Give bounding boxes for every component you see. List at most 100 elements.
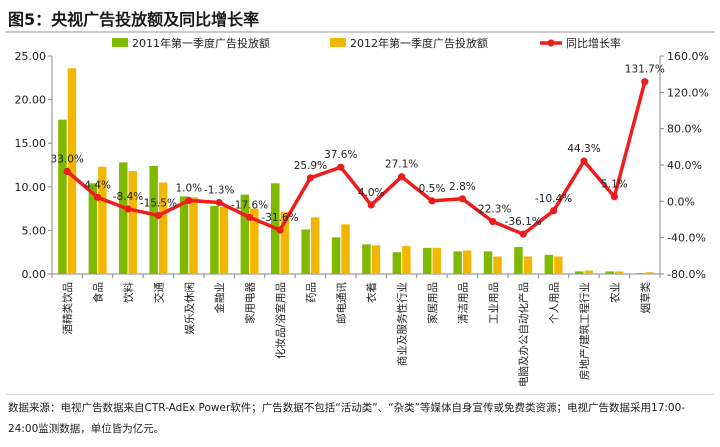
- x-tick-label: 农业: [608, 282, 621, 303]
- growth-data-label: 4.0%: [358, 187, 385, 199]
- bar-2011: [58, 119, 67, 274]
- labels: 33.0% 4.4%-8.4%-15.5% 1.0% -1.3% -17.6%-31.6…: [51, 64, 665, 228]
- bar-2012: [554, 256, 563, 274]
- growth-point: [306, 174, 314, 182]
- legend-swatch-marker: [547, 39, 555, 47]
- bar-2011: [301, 229, 310, 274]
- y-right-tick-label: 80.0%: [667, 123, 702, 136]
- bar-2012: [432, 247, 441, 274]
- growth-point: [489, 217, 497, 226]
- bar-2012: [645, 272, 654, 274]
- growth-data-label: 33.0%: [51, 153, 84, 165]
- bar-2012: [341, 224, 350, 274]
- legend-label: 2011年第一季度广告投放额: [132, 36, 270, 50]
- growth-data-label: 44.3%: [567, 143, 600, 155]
- growth-data-label: -31.6%: [261, 212, 298, 224]
- x-tick-label: 电脑及办公自动化产品: [517, 282, 530, 387]
- x-tick-label: 娱乐及休闲: [183, 282, 196, 335]
- source-note: 数据来源：电视广告数据来自CTR-AdEx Power软件；广告数据不包括“活动…: [8, 402, 686, 435]
- legend-label: 同比增长率: [566, 36, 621, 50]
- y-left-tick-label: 0.00: [22, 268, 47, 281]
- growth-polyline: [66, 81, 647, 236]
- bar-2012: [493, 256, 502, 274]
- bar-2011: [88, 183, 98, 274]
- growth-point: [398, 173, 406, 181]
- bar-2011: [483, 251, 493, 274]
- bar-2011: [331, 237, 341, 274]
- bar-2011: [149, 165, 158, 274]
- growth-data-label: -1.3%: [204, 185, 234, 197]
- y-left-tick-label: 15.00: [15, 137, 47, 150]
- growth-data-label: 131.7%: [625, 64, 665, 76]
- growth-point: [276, 226, 284, 234]
- bar-2012: [523, 256, 533, 274]
- growth-point: [580, 157, 588, 165]
- growth-data-label: 25.9%: [294, 160, 327, 172]
- growth-data-label: -8.4%: [113, 191, 143, 203]
- x-tick-label: 交通: [152, 282, 165, 303]
- bar-2012: [280, 212, 289, 274]
- growth-point: [246, 213, 254, 221]
- bar-2012: [310, 217, 320, 274]
- x-tick-label: 个人用品: [549, 282, 561, 324]
- bar-2012: [402, 246, 411, 274]
- growth-point: [458, 195, 466, 203]
- legend: 2011年第一季度广告投放额 2012年第一季度广告投放额 同比增长率: [112, 36, 621, 50]
- bar-2012: [584, 270, 593, 274]
- growth-data-label: -15.5%: [140, 197, 177, 209]
- x-tick-label: 商业及服务性行业: [396, 282, 409, 366]
- bar-2012: [189, 197, 198, 274]
- growth-point: [367, 201, 375, 209]
- bar-2011: [362, 244, 371, 274]
- y-right-tick-label: 120.0%: [667, 86, 709, 99]
- bar-2011: [605, 271, 614, 274]
- y-right-tick-label: -40.0%: [667, 232, 706, 245]
- page-title: 图5：央视广告投放额及同比增长率: [8, 10, 260, 29]
- bar-2011: [544, 254, 554, 274]
- bar-2012: [250, 208, 259, 274]
- legend-swatch: [330, 38, 346, 47]
- growth-data-label: -17.6%: [231, 199, 268, 211]
- growth-data-label: 4.4%: [84, 179, 111, 191]
- bar-2012: [128, 171, 137, 274]
- bar-2012: [219, 206, 229, 274]
- growth-point: [428, 197, 436, 205]
- y-left-tick-label: 10.00: [15, 181, 47, 194]
- y-left-tick-label: 25.00: [15, 50, 47, 63]
- growth-point: [641, 78, 649, 86]
- legend-swatch: [112, 38, 128, 47]
- bar-2012: [614, 271, 624, 274]
- growth-point: [550, 207, 558, 215]
- x-tick-label: 家用电器: [244, 282, 257, 324]
- x-tick-label: 邮电通讯: [335, 282, 348, 324]
- bar-2011: [575, 271, 584, 274]
- growth-point: [94, 193, 102, 201]
- growth-point: [154, 211, 162, 220]
- growth-data-label: 0.5%: [419, 183, 446, 195]
- bar-2011: [514, 246, 523, 274]
- y-left-tick-label: 20.00: [15, 94, 47, 107]
- x-tick-label: 化妆品/浴室用品: [274, 282, 287, 359]
- bar-2011: [392, 252, 402, 274]
- y-right-tick-label: -80.0%: [667, 268, 706, 281]
- growth-data-label: 37.6%: [324, 149, 357, 161]
- bar-2011: [179, 196, 189, 274]
- y-right-tick-label: 40.0%: [667, 159, 702, 172]
- bar-2012: [371, 245, 381, 274]
- bar-2012: [462, 250, 472, 274]
- x-tick-label: 清洁用品: [456, 282, 469, 324]
- bars: [58, 68, 654, 274]
- growth-data-label: -36.1%: [505, 216, 542, 228]
- growth-point: [215, 198, 223, 207]
- x-tick-label: 食品: [92, 282, 105, 303]
- bar-2011: [119, 162, 128, 274]
- title-divider: [6, 31, 714, 33]
- bar-2012: [158, 182, 168, 274]
- bar-2011: [423, 247, 432, 274]
- legend-label: 2012年第一季度广告投放额: [350, 36, 488, 50]
- bar-2011: [635, 273, 645, 274]
- growth-point: [337, 163, 345, 171]
- growth-point: [63, 167, 71, 175]
- x-tick-label: 房地产/建筑工程行业: [578, 282, 591, 380]
- footer-divider: [6, 394, 714, 395]
